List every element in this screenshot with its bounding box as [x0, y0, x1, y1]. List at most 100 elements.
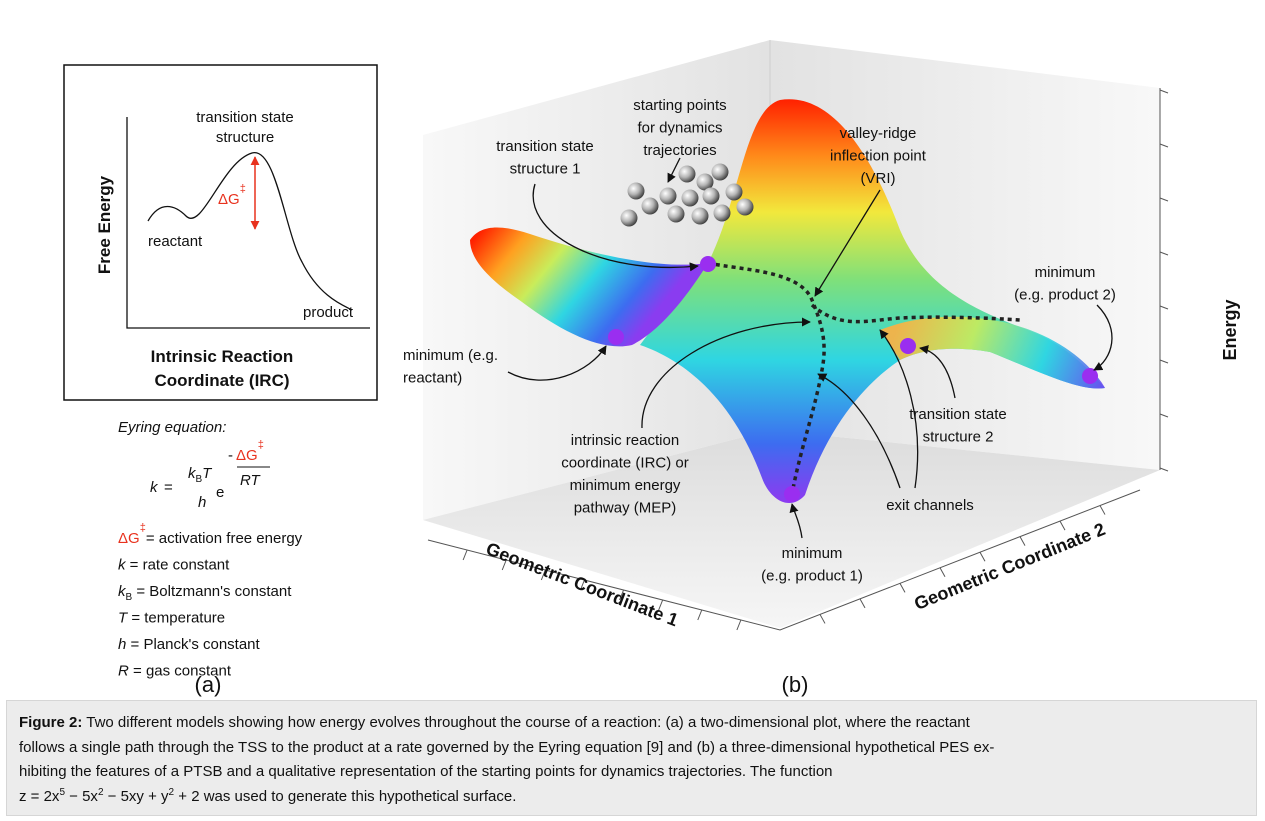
caption-text: Two different models showing how energy …: [82, 714, 969, 731]
ts-label: transition state: [196, 109, 294, 126]
caption-line: hibiting the features of a PTSB and a qu…: [19, 760, 1256, 785]
annotation: minimum: [782, 545, 843, 562]
eq-exp-num: ΔG‡: [236, 439, 264, 464]
tick: [940, 568, 945, 577]
sphere: [714, 205, 731, 222]
eq-equals: =: [164, 479, 173, 496]
caption-line: follows a single path through the TSS to…: [19, 736, 1256, 761]
annotation: intrinsic reaction: [571, 432, 679, 449]
sphere: [668, 206, 685, 223]
tick: [860, 599, 865, 608]
x-axis-label: Intrinsic Reaction: [151, 347, 294, 366]
reactant-point: [608, 329, 624, 345]
annotation: exit channels: [886, 497, 974, 514]
annotation: for dynamics: [637, 120, 722, 137]
panel-label: (b): [782, 672, 809, 697]
tick: [737, 620, 741, 630]
caption-text: − 5x: [65, 788, 98, 805]
tick: [698, 610, 702, 620]
sphere: [737, 199, 754, 216]
sphere: [621, 210, 638, 227]
definition: k = rate constant: [118, 557, 230, 574]
ts2-point: [900, 338, 916, 354]
figure-caption: Figure 2: Two different models showing h…: [6, 700, 1257, 816]
eq-numerator: kBT: [188, 465, 213, 485]
panel-label: (a): [195, 672, 222, 697]
definition-text: = activation free energy: [146, 530, 303, 547]
definition-symbol: ΔG: [118, 530, 140, 547]
eq-t: T: [202, 465, 213, 482]
sphere: [628, 183, 645, 200]
definition-symbol: h: [118, 636, 126, 653]
tick: [463, 550, 467, 560]
annotation: reactant): [403, 370, 462, 387]
figure: transition state structure ΔG‡ reactant …: [0, 0, 1265, 700]
tick: [1160, 198, 1168, 201]
definition-text: = temperature: [127, 610, 225, 627]
tick: [1060, 521, 1065, 530]
annotation: inflection point: [830, 148, 927, 165]
tick: [1160, 414, 1168, 417]
tick: [980, 552, 985, 561]
delta-g-symbol: ΔG: [218, 191, 240, 208]
sphere: [703, 188, 720, 205]
eq-exp-sign: -: [228, 447, 233, 464]
annotation: minimum: [1035, 264, 1096, 281]
eq-denominator: h: [198, 494, 206, 511]
definition-symbol: R: [118, 663, 129, 680]
tick: [1100, 506, 1105, 515]
sphere: [692, 208, 709, 225]
definition-text: = Boltzmann's constant: [132, 583, 292, 600]
eq-base: e: [216, 484, 224, 501]
x-axis-label: Coordinate (IRC): [154, 371, 289, 390]
sphere: [712, 164, 729, 181]
caption-text: z = 2x: [19, 788, 59, 805]
annotation: minimum (e.g.: [403, 347, 498, 364]
annotation: trajectories: [643, 142, 716, 159]
tick: [1160, 468, 1168, 471]
tick: [900, 583, 905, 592]
annotation: valley-ridge: [840, 125, 917, 142]
eq-exp-sup: ‡: [258, 439, 264, 451]
caption-line: z = 2x5 − 5x2 − 5xy + y2 + 2 was used to…: [19, 785, 1256, 810]
product1-point: [784, 486, 800, 502]
product-label: product: [303, 304, 354, 321]
sphere: [679, 166, 696, 183]
annotation: coordinate (IRC) or: [561, 455, 689, 472]
tick: [1160, 252, 1168, 255]
reactant-label: reactant: [148, 233, 203, 250]
annotation: transition state: [496, 138, 594, 155]
sphere: [726, 184, 743, 201]
sphere: [682, 190, 699, 207]
eyring-equation: k = kBT h e - ΔG‡ RT: [150, 439, 270, 511]
page-body: transition state structure ΔG‡ reactant …: [0, 0, 1265, 821]
ts-label: structure: [216, 129, 274, 146]
delta-g-superscript: ‡: [240, 183, 246, 195]
tick: [1160, 144, 1168, 147]
tick: [820, 614, 825, 623]
y-axis-label: Free Energy: [95, 175, 114, 274]
page: Figure 2 {"panel_a": { "transition_state…: [0, 0, 1265, 821]
tick: [1160, 306, 1168, 309]
ts1-point: [700, 256, 716, 272]
definition: T = temperature: [118, 610, 225, 627]
eq-exp-symbol: ΔG: [236, 447, 258, 464]
definition: h = Planck's constant: [118, 636, 261, 653]
tick: [1160, 360, 1168, 363]
annotation: starting points: [633, 97, 726, 114]
definition-text: = Planck's constant: [126, 636, 260, 653]
equation-heading: Eyring equation:: [118, 419, 226, 436]
annotation: (e.g. product 1): [761, 568, 863, 585]
annotation: structure 2: [923, 429, 994, 446]
definition: kB = Boltzmann's constant: [118, 583, 292, 603]
caption-line: Figure 2: Two different models showing h…: [19, 711, 1256, 736]
caption-label: Figure 2:: [19, 714, 82, 731]
caption-text: − 5xy + y: [104, 788, 169, 805]
annotation: transition state: [909, 406, 1007, 423]
eq-lhs: k: [150, 479, 159, 496]
annotation: (VRI): [861, 170, 896, 187]
annotation: (e.g. product 2): [1014, 287, 1116, 304]
annotation: minimum energy: [570, 477, 681, 494]
annotation: pathway (MEP): [574, 500, 677, 517]
